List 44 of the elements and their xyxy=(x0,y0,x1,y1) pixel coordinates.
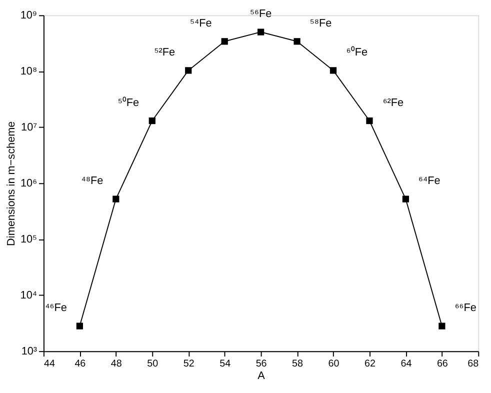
point xyxy=(221,38,228,45)
x-tick-label: 52 xyxy=(183,358,194,370)
y-tick-label: 10⁶ xyxy=(20,178,38,190)
point xyxy=(438,322,446,330)
x-tick-label: 50 xyxy=(147,358,159,370)
y-tick-label: 10³ xyxy=(21,346,38,358)
point xyxy=(76,322,84,330)
annotation: ⁶²Fe xyxy=(382,96,404,109)
y-tick-label: 10⁸ xyxy=(20,66,38,78)
x-tick-label: 46 xyxy=(74,358,86,370)
point xyxy=(366,117,373,124)
x-tick-label: 68 xyxy=(468,358,480,370)
annotation: ⁴⁶Fe xyxy=(45,302,67,314)
y-tick-label: 10⁵ xyxy=(20,234,38,246)
point xyxy=(402,196,410,202)
x-tick-label: 54 xyxy=(220,358,232,370)
annotation: ⁴⁸Fe xyxy=(81,175,104,188)
annotation: ⁵⁰Fe xyxy=(118,96,140,109)
point xyxy=(148,117,156,124)
annotation: ⁵⁴Fe xyxy=(190,18,212,30)
x-tick-label: 66 xyxy=(436,358,448,370)
point xyxy=(258,28,264,36)
annotation: ⁶⁰Fe xyxy=(346,46,368,59)
y-axis-title: Dimensions in m−scheme xyxy=(5,121,18,246)
point xyxy=(185,67,192,74)
x-tick-label: 58 xyxy=(292,358,304,370)
y-tick-label: 10⁷ xyxy=(21,122,38,134)
annotation: ⁵²Fe xyxy=(154,46,176,59)
annotation: ⁵⁸Fe xyxy=(310,18,332,30)
x-tick-label: 64 xyxy=(400,358,412,370)
annotation: ⁶⁴Fe xyxy=(418,175,440,188)
annotation: ⁵⁶Fe xyxy=(250,8,272,20)
x-axis-title: A xyxy=(258,370,266,382)
point xyxy=(294,38,300,45)
x-tick-label: 60 xyxy=(328,358,340,370)
y-tick-label: 10⁹ xyxy=(20,10,38,22)
point xyxy=(330,67,337,74)
x-tick-label: 48 xyxy=(110,358,122,370)
annotation: ⁶⁶Fe xyxy=(454,302,476,314)
x-tick-label: 56 xyxy=(256,358,268,370)
y-tick-label: 10⁴ xyxy=(20,290,38,302)
x-tick-label: 62 xyxy=(364,358,376,370)
point xyxy=(112,196,120,202)
x-tick-label: 44 xyxy=(44,358,56,370)
